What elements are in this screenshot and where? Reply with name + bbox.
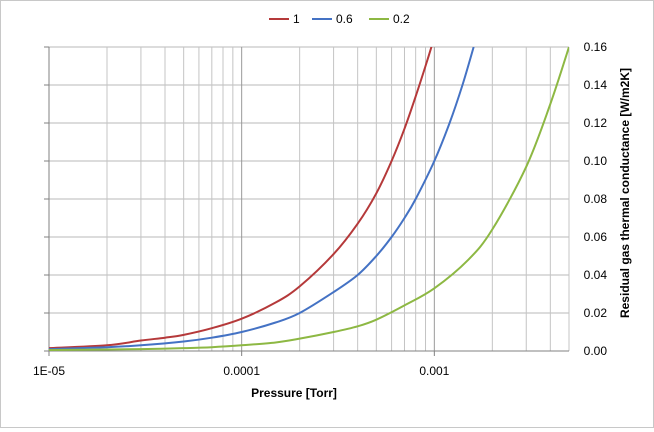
y-tick-label: 0.06 <box>584 230 608 244</box>
series-line-0 <box>49 47 433 350</box>
y-tick-label: 0.10 <box>584 154 608 168</box>
legend-label-2: 0.2 <box>393 12 410 26</box>
series-line-2 <box>49 47 569 351</box>
y-tick-label: 0.02 <box>584 306 608 320</box>
y-tick-label: 0.14 <box>584 78 608 92</box>
legend-label-0: 1 <box>293 12 300 26</box>
y-tick-labels: 0.00 0.02 0.04 0.06 0.08 0.10 0.12 0.14 0.16 <box>584 40 608 358</box>
x-tick-label: 1E-05 <box>33 364 65 378</box>
x-axis-title: Pressure [Torr] <box>251 386 337 400</box>
legend: 1 0.6 0.2 <box>269 12 410 26</box>
x-tick-label: 0.001 <box>419 364 449 378</box>
legend-label-1: 0.6 <box>336 12 353 26</box>
y-tick-label: 0.00 <box>584 344 608 358</box>
y-tick-label: 0.08 <box>584 192 608 206</box>
axes <box>44 46 569 356</box>
y-tick-label: 0.04 <box>584 268 608 282</box>
y-tick-label: 0.12 <box>584 116 608 130</box>
x-tick-labels: 1E-05 0.0001 0.001 <box>33 364 450 378</box>
y-tick-label: 0.16 <box>584 40 608 54</box>
grid-lines <box>49 46 570 351</box>
x-tick-label: 0.0001 <box>223 364 260 378</box>
y-axis-title: Residual gas thermal conductance [W/m2K] <box>618 68 632 318</box>
series-layer <box>49 47 569 351</box>
series-line-1 <box>49 47 475 351</box>
